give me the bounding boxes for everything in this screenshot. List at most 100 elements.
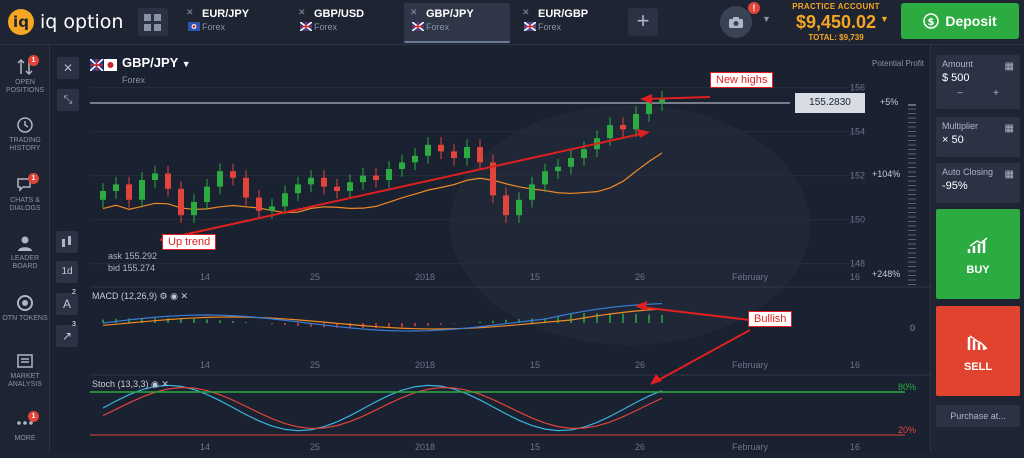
- close-icon[interactable]: ✕: [522, 7, 530, 17]
- candle: [529, 184, 535, 200]
- sidebar-label: OTN TOKENS: [2, 315, 48, 322]
- trend-arrow: [159, 132, 646, 241]
- sidebar-item-otn-tokens[interactable]: OTN TOKENS: [0, 293, 50, 323]
- stoch-80-label: 80%: [898, 382, 917, 392]
- macd-pane: [102, 303, 663, 332]
- sidebar-item-trading-history[interactable]: TRADING HISTORY: [0, 115, 50, 153]
- candle: [568, 158, 574, 167]
- tab-eur-gbp[interactable]: ✕ EUR/GBP Forex: [516, 3, 622, 43]
- tick-labels: 156 154 152 150 148 14 25 2018 15 26 February 16 14 2…: [200, 83, 865, 452]
- candle: [555, 166, 561, 172]
- chart-type-button[interactable]: [56, 231, 78, 253]
- amount-field[interactable]: Amount $ 500 − + ▦: [936, 55, 1020, 109]
- tab-name: GBP/USD: [314, 8, 365, 20]
- tab-gbp-jpy[interactable]: ✕ GBP/JPY Forex: [404, 3, 510, 43]
- sidebar-item-market-analysis[interactable]: MARKET ANALYSIS: [0, 351, 50, 389]
- chevron-down-icon[interactable]: ▼: [762, 14, 771, 24]
- drawing-tools-button[interactable]: ↗: [56, 325, 78, 347]
- candles-icon: [62, 236, 71, 247]
- annotation-bullish: Bullish: [748, 311, 793, 327]
- close-chart-button[interactable]: ✕: [57, 57, 79, 79]
- close-icon[interactable]: ✕: [298, 7, 306, 17]
- top-bar: iq iq option ✕ EUR/JPY Forex ✕ GBP/USD F…: [0, 0, 1024, 45]
- x-tick-label: 2018: [415, 360, 435, 370]
- sidebar-label: LEADER BOARD: [10, 255, 39, 270]
- stoch-label[interactable]: Stoch (13,3,3) ◉ ✕: [92, 379, 169, 390]
- y-tick-label: 156: [850, 83, 865, 93]
- x-tick-label: 26: [635, 442, 645, 452]
- close-icon[interactable]: ✕: [410, 7, 418, 17]
- sidebar-item-open-positions[interactable]: OPEN POSITIONS 1: [0, 55, 50, 95]
- camera-button[interactable]: [720, 6, 752, 38]
- candle: [152, 173, 158, 180]
- collapse-icon[interactable]: ⤡: [57, 89, 79, 111]
- eye-icon[interactable]: ◉: [151, 379, 159, 389]
- profit-level: +5%: [880, 97, 899, 107]
- x-tick-label: 2018: [415, 442, 435, 452]
- candle: [178, 188, 184, 216]
- sidebar-item-more[interactable]: MORE 1: [0, 411, 50, 443]
- candle: [256, 197, 262, 211]
- indicators-button[interactable]: A: [56, 293, 78, 315]
- chevron-down-icon[interactable]: ▼: [880, 14, 889, 24]
- chart-area[interactable]: 156 154 152 150 148 14 25 2018 15 26 February 16 14 2…: [50, 45, 930, 453]
- tab-name: EUR/JPY: [202, 8, 250, 20]
- gear-icon[interactable]: ⚙: [159, 291, 168, 301]
- account-balance[interactable]: PRACTICE ACCOUNT $9,450.02 TOTAL: $9,739: [786, 2, 886, 42]
- add-tab-button[interactable]: +: [628, 8, 658, 36]
- deposit-button[interactable]: $ Deposit: [901, 3, 1019, 39]
- amount-value[interactable]: $ 500: [942, 72, 970, 84]
- asset-selector[interactable]: GBP/JPY ▼: [122, 55, 191, 70]
- close-icon[interactable]: ✕: [161, 379, 169, 389]
- candle: [412, 155, 418, 163]
- assets-grid-button[interactable]: [138, 8, 168, 36]
- y-tick-label: 150: [850, 215, 865, 225]
- timeframe-button[interactable]: 1d: [56, 261, 78, 283]
- purchase-at-button[interactable]: Purchase at...: [936, 405, 1020, 427]
- settings-icon[interactable]: ▦: [1004, 169, 1014, 180]
- tab-gbp-usd[interactable]: ✕ GBP/USD Forex: [292, 3, 398, 43]
- highs-arrow: [644, 96, 711, 100]
- stoch-20-label: 20%: [898, 425, 917, 435]
- candle: [490, 162, 496, 196]
- x-tick-label: 15: [530, 442, 540, 452]
- calculator-icon[interactable]: ▦: [1004, 61, 1014, 72]
- arrows-updown-icon: [17, 58, 33, 76]
- x-tick-label: 25: [310, 272, 320, 282]
- sidebar-item-chats[interactable]: CHATS & DIALOGS 1: [0, 173, 50, 213]
- close-icon[interactable]: ✕: [180, 291, 189, 301]
- multiplier-field[interactable]: Multiplier × 50 ▦: [936, 117, 1020, 157]
- candle: [503, 195, 509, 216]
- y-tick-label: 148: [850, 259, 865, 269]
- sidebar-label: MORE: [14, 435, 36, 442]
- increase-button[interactable]: +: [993, 88, 999, 99]
- flag-icon: [90, 59, 117, 71]
- logo[interactable]: iq iq option: [8, 8, 128, 36]
- macd-label[interactable]: MACD (12,26,9) ⚙ ◉ ✕: [92, 291, 188, 302]
- sidebar-item-leader-board[interactable]: LEADER BOARD: [0, 233, 50, 271]
- tab-eur-jpy[interactable]: ✕ EUR/JPY Forex: [180, 3, 286, 43]
- bullish-arrow-stoch: [654, 329, 751, 383]
- flag-icon: [524, 22, 536, 31]
- candle: [516, 199, 522, 216]
- tab-name: GBP/JPY: [426, 8, 474, 20]
- arrow-head: [635, 301, 647, 311]
- auto-closing-field[interactable]: Auto Closing -95% ▦: [936, 163, 1020, 203]
- chart-up-icon: [967, 237, 988, 253]
- svg-text:$: $: [928, 17, 935, 28]
- close-icon[interactable]: ✕: [186, 7, 194, 17]
- buy-button[interactable]: BUY: [936, 209, 1020, 299]
- candle: [334, 186, 340, 191]
- tab-sub: Forex: [538, 22, 562, 32]
- sidebar-label: OPEN POSITIONS: [5, 79, 45, 94]
- x-tick-label: 16: [850, 360, 860, 370]
- candle: [581, 149, 587, 158]
- ask-price: ask 155.292: [108, 251, 158, 261]
- y-tick-label: 154: [850, 127, 865, 137]
- settings-icon[interactable]: ▦: [1004, 123, 1014, 134]
- decrease-button[interactable]: −: [957, 88, 963, 99]
- macd-title: MACD (12,26,9): [92, 291, 158, 301]
- sidebar-badge: 1: [28, 55, 39, 66]
- eye-icon[interactable]: ◉: [170, 291, 178, 301]
- sell-button[interactable]: SELL: [936, 306, 1020, 396]
